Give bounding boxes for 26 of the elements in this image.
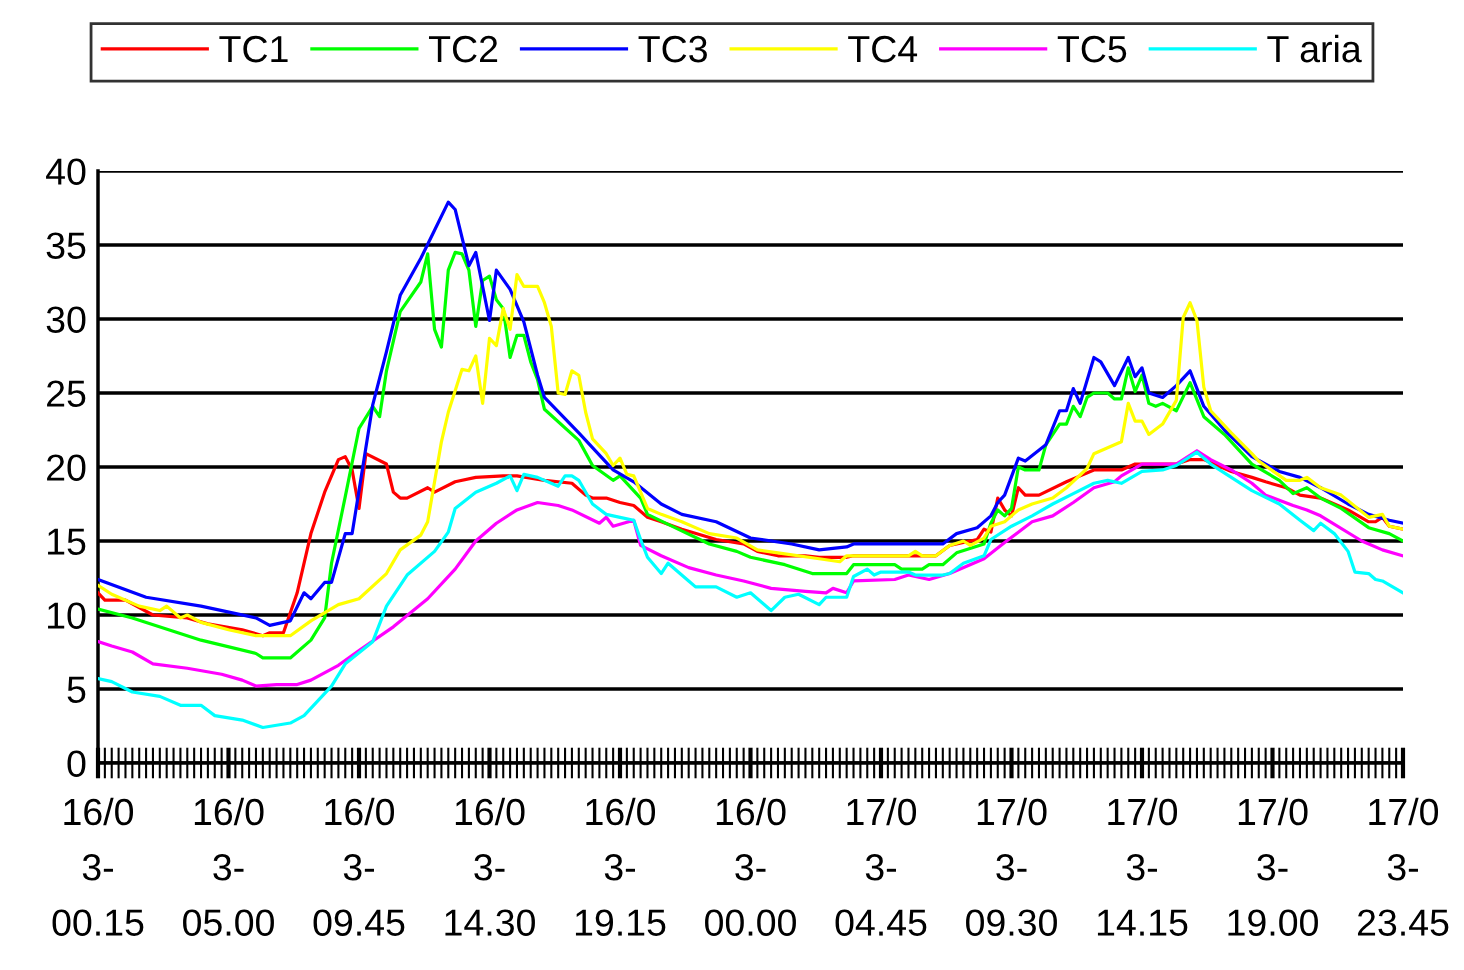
y-tick-label: 40 <box>46 158 86 185</box>
x-tick-label: 17/0 3- 19.00 <box>1228 797 1318 936</box>
x-tick-label: 16/0 3- 19.15 <box>575 797 666 936</box>
x-tick-label: 17/0 3- 14.15 <box>1097 797 1188 936</box>
legend-label: TC5 <box>1057 35 1127 63</box>
x-tick-label: 16/0 3- 00.00 <box>705 797 796 936</box>
y-tick-label: 0 <box>67 750 86 777</box>
x-tick-label: 17/0 3- 04.45 <box>835 797 927 936</box>
legend-label: TC4 <box>848 35 918 63</box>
x-tick-label: 17/0 3- 23.45 <box>1357 797 1449 936</box>
y-tick-label: 20 <box>47 454 86 481</box>
x-tick-label: 16/0 3- 09.45 <box>313 797 405 936</box>
y-tick-label: 35 <box>46 232 86 259</box>
x-tick-label: 16/0 3- 14.30 <box>445 797 535 936</box>
legend-label: TC2 <box>428 35 498 63</box>
legend-label: TC3 <box>638 35 707 63</box>
y-tick-label: 15 <box>48 528 86 555</box>
y-tick-label: 5 <box>67 676 86 703</box>
y-tick-label: 25 <box>47 380 86 407</box>
x-tick-label: 16/0 3- 05.00 <box>183 797 274 936</box>
x-tick-label: 17/0 3- 09.30 <box>966 797 1057 936</box>
legend-label: TC1 <box>219 35 288 63</box>
legend-label: T aria <box>1267 34 1362 63</box>
y-tick-label: 10 <box>48 602 86 629</box>
x-tick-label: 16/0 3- 00.15 <box>52 797 144 936</box>
y-tick-label: 30 <box>46 306 86 333</box>
